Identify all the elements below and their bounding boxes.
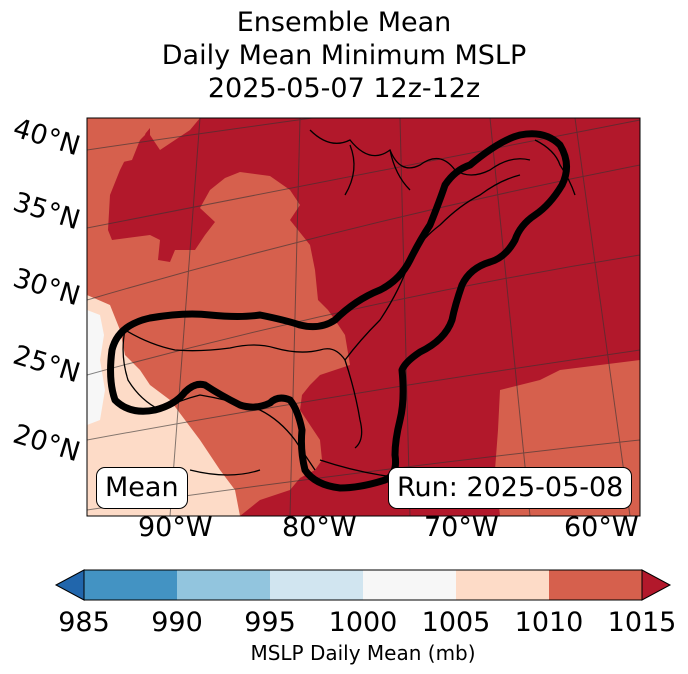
colorbar-bin-1010-1015 bbox=[549, 570, 642, 600]
colorbar bbox=[54, 569, 672, 601]
colorbar-tick-1015: 1015 bbox=[607, 607, 677, 638]
colorbar-frame bbox=[83, 569, 643, 601]
lon-label-60w: 60°W bbox=[564, 512, 639, 543]
colorbar-tick-1000: 1000 bbox=[328, 607, 398, 638]
lon-label-80w: 80°W bbox=[282, 512, 357, 543]
lon-label-70w: 70°W bbox=[424, 512, 499, 543]
colorbar-low-extend bbox=[54, 569, 85, 601]
title-line-1: Ensemble Mean bbox=[236, 7, 452, 38]
colorbar-bin-1000-1005 bbox=[363, 570, 456, 600]
colorbar-label: MSLP Daily Mean (mb) bbox=[250, 641, 476, 665]
colorbar-tick-985: 985 bbox=[58, 607, 110, 638]
mean-contour bbox=[107, 130, 570, 492]
title-line-3: 2025-05-07 12z-12z bbox=[207, 73, 481, 104]
colorbar-tick-995: 995 bbox=[244, 607, 296, 638]
colorbar-bin-985-990 bbox=[84, 570, 177, 600]
run-date-box: Run: 2025-05-08 bbox=[388, 467, 633, 509]
mean-label-box: Mean bbox=[96, 467, 188, 509]
colorbar-bin-990-995 bbox=[177, 570, 270, 600]
title-line-2: Daily Mean Minimum MSLP bbox=[161, 40, 527, 71]
colorbar-tick-1005: 1005 bbox=[421, 607, 491, 638]
colorbar-high-extend bbox=[641, 569, 672, 601]
colorbar-bin-1005-1010 bbox=[456, 570, 549, 600]
colorbar-tick-990: 990 bbox=[151, 607, 203, 638]
map-frame bbox=[86, 117, 641, 517]
colorbar-tick-1010: 1010 bbox=[514, 607, 584, 638]
colorbar-bin-995-1000 bbox=[270, 570, 363, 600]
mslp-field-1000-1005 bbox=[87, 310, 105, 425]
lon-label-90w: 90°W bbox=[138, 512, 213, 543]
